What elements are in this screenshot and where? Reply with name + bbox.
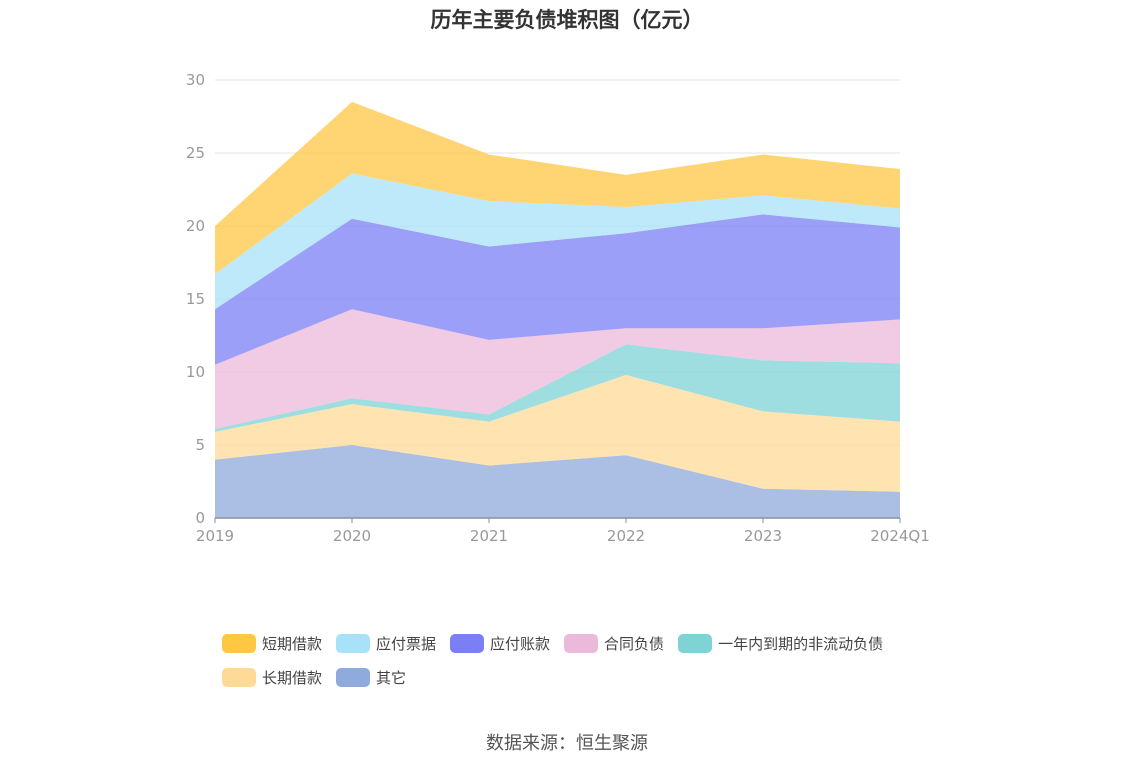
legend-item[interactable]: 应付账款 [450, 633, 550, 654]
legend-item[interactable]: 短期借款 [222, 633, 322, 654]
area-series-3[interactable] [215, 309, 900, 429]
legend-item[interactable]: 合同负债 [564, 633, 664, 654]
x-tick-label: 2023 [744, 527, 782, 545]
area-series-4[interactable] [215, 214, 900, 365]
legend-swatch [450, 633, 485, 653]
legend-label: 应付账款 [490, 634, 551, 653]
axes-layer: 0 5 10 15 20 25 30 2019 2020 2021 2022 2023 2024Q1 [186, 71, 930, 545]
y-tick-label: 10 [186, 363, 205, 381]
data-source-note: 数据来源：恒生聚源 [486, 733, 648, 754]
y-tick-label: 5 [195, 436, 205, 454]
legend-item[interactable]: 其它 [336, 667, 406, 688]
y-tick-label: 20 [186, 217, 205, 235]
legend-label: 长期借款 [262, 668, 323, 687]
legend-swatch [336, 667, 371, 687]
legend-swatch [564, 633, 599, 653]
legend-item[interactable]: 应付票据 [336, 633, 436, 654]
y-tick-label: 30 [186, 71, 205, 89]
area-series-layer [215, 101, 900, 518]
legend-row-2: 长期借款 其它 [222, 666, 942, 688]
legend-swatch [678, 633, 713, 653]
legend-label: 应付票据 [376, 634, 437, 653]
area-series-2[interactable] [215, 344, 900, 432]
chart-title: 历年主要负债堆积图（亿元） [430, 8, 704, 32]
legend-label: 一年内到期的非流动负债 [718, 634, 884, 653]
legend-item[interactable]: 长期借款 [222, 667, 322, 688]
legend-label: 短期借款 [262, 634, 323, 653]
legend-label: 合同负债 [604, 634, 665, 653]
area-series-5[interactable] [215, 173, 900, 310]
chart-plot: 0 5 10 15 20 25 30 2019 2020 2021 2022 2023 2024Q1 [186, 71, 930, 545]
x-tick-label: 2020 [333, 527, 371, 545]
legend-label: 其它 [376, 668, 407, 687]
x-tick-label: 2022 [607, 527, 645, 545]
y-tick-label: 15 [186, 290, 205, 308]
legend-item[interactable]: 一年内到期的非流动负债 [678, 633, 883, 654]
area-series-0[interactable] [215, 445, 900, 518]
legend-swatch [336, 633, 371, 653]
legend-swatch [222, 667, 256, 687]
x-tick-label: 2019 [196, 527, 234, 545]
y-tick-label: 0 [195, 509, 205, 527]
area-series-6[interactable] [215, 101, 900, 275]
x-tick-label: 2024Q1 [870, 527, 930, 545]
legend: 短期借款 应付票据 应付账款 合同负债 一年内到期的非流动负债 长期借款 其它 [222, 632, 942, 700]
legend-row-1: 短期借款 应付票据 应付账款 合同负债 一年内到期的非流动负债 [222, 632, 942, 654]
legend-swatch [222, 633, 256, 653]
x-tick-label: 2021 [470, 527, 508, 545]
y-tick-label: 25 [186, 144, 205, 162]
area-series-1[interactable] [215, 374, 900, 492]
